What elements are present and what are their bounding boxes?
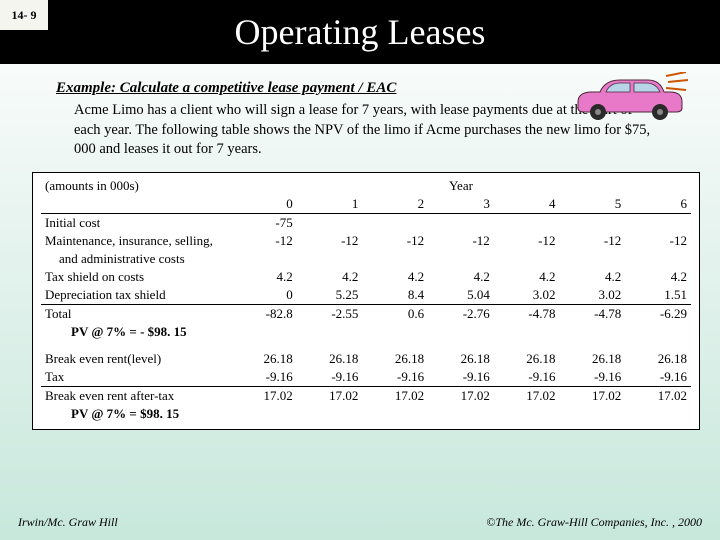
car-illustration <box>570 72 690 122</box>
cell <box>494 213 560 232</box>
cell: 17.02 <box>428 386 494 405</box>
cell: 4.2 <box>231 268 297 286</box>
cell: 4.2 <box>428 268 494 286</box>
cell <box>428 213 494 232</box>
cell: -12 <box>362 232 428 250</box>
pv-bottom: PV @ 7% = $98. 15 <box>41 405 691 423</box>
cell: 5.04 <box>428 286 494 305</box>
cell: -12 <box>560 232 626 250</box>
cell: 26.18 <box>362 350 428 368</box>
year-col: 3 <box>428 195 494 214</box>
cell: 4.2 <box>297 268 363 286</box>
cell <box>625 213 691 232</box>
cell <box>560 250 626 268</box>
cell: -12 <box>231 232 297 250</box>
cell: -2.76 <box>428 304 494 323</box>
page-number: 14- 9 <box>12 8 37 23</box>
data-table: (amounts in 000s) Year 0123456 Initial c… <box>32 172 700 430</box>
cell: -9.16 <box>428 368 494 387</box>
row-label: Break even rent after-tax <box>41 386 231 405</box>
cell: -12 <box>625 232 691 250</box>
cell: 26.18 <box>560 350 626 368</box>
cell: 3.02 <box>494 286 560 305</box>
amounts-label: (amounts in 000s) <box>41 177 231 195</box>
cell: -6.29 <box>625 304 691 323</box>
row-label: Depreciation tax shield <box>41 286 231 305</box>
cell: 17.02 <box>297 386 363 405</box>
cell: -4.78 <box>560 304 626 323</box>
cell: 17.02 <box>625 386 691 405</box>
row-label: Tax <box>41 368 231 387</box>
header-bar: 14- 9 Operating Leases <box>0 0 720 64</box>
cell: 3.02 <box>560 286 626 305</box>
cell: 4.2 <box>560 268 626 286</box>
cell: 17.02 <box>362 386 428 405</box>
cell: -75 <box>231 213 297 232</box>
page-number-box: 14- 9 <box>0 0 48 30</box>
cell: 4.2 <box>494 268 560 286</box>
cell <box>362 250 428 268</box>
cell <box>297 250 363 268</box>
year-col: 5 <box>560 195 626 214</box>
cell <box>362 213 428 232</box>
cell <box>625 250 691 268</box>
cell <box>297 213 363 232</box>
row-label: Maintenance, insurance, selling, <box>41 232 231 250</box>
row-label: Initial cost <box>41 213 231 232</box>
cell: -82.8 <box>231 304 297 323</box>
cell: -12 <box>297 232 363 250</box>
pv-top: PV @ 7% = - $98. 15 <box>41 323 691 341</box>
footer-left: Irwin/Mc. Graw Hill <box>18 515 118 530</box>
cell: 26.18 <box>231 350 297 368</box>
slide-title: Operating Leases <box>0 0 720 64</box>
cell: -4.78 <box>494 304 560 323</box>
cell: 26.18 <box>297 350 363 368</box>
cell: 26.18 <box>625 350 691 368</box>
cell: 0.6 <box>362 304 428 323</box>
year-label: Year <box>428 177 494 195</box>
year-col: 2 <box>362 195 428 214</box>
body-text: Acme Limo has a client who will sign a l… <box>74 101 654 160</box>
cell: 26.18 <box>428 350 494 368</box>
cell: -9.16 <box>625 368 691 387</box>
cell: 4.2 <box>625 268 691 286</box>
cell <box>560 213 626 232</box>
row-label: and administrative costs <box>41 250 231 268</box>
cell <box>494 250 560 268</box>
footer-right: ©The Mc. Graw-Hill Companies, Inc. , 200… <box>486 515 702 530</box>
cell: -9.16 <box>297 368 363 387</box>
row-label: Tax shield on costs <box>41 268 231 286</box>
year-col: 4 <box>494 195 560 214</box>
cell: 26.18 <box>494 350 560 368</box>
year-col: 6 <box>625 195 691 214</box>
year-col: 0 <box>231 195 297 214</box>
cell: -9.16 <box>362 368 428 387</box>
year-col: 1 <box>297 195 363 214</box>
cell <box>231 250 297 268</box>
cell: 5.25 <box>297 286 363 305</box>
cell: -12 <box>494 232 560 250</box>
cell <box>428 250 494 268</box>
cell: -12 <box>428 232 494 250</box>
cell: -9.16 <box>231 368 297 387</box>
cell: -9.16 <box>494 368 560 387</box>
cell: 4.2 <box>362 268 428 286</box>
row-label: Break even rent(level) <box>41 350 231 368</box>
row-label: Total <box>41 304 231 323</box>
cell: 17.02 <box>494 386 560 405</box>
cell: 0 <box>231 286 297 305</box>
cell: -2.55 <box>297 304 363 323</box>
cell: 1.51 <box>625 286 691 305</box>
cell: 8.4 <box>362 286 428 305</box>
cell: 17.02 <box>231 386 297 405</box>
cell: -9.16 <box>560 368 626 387</box>
cell: 17.02 <box>560 386 626 405</box>
